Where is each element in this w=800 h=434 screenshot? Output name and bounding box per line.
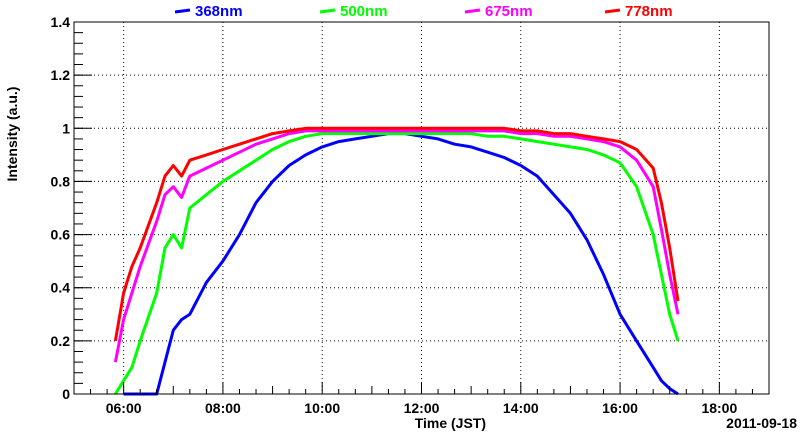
y-tick-label: 1	[62, 120, 70, 136]
y-axis-label: Intensity (a.u.)	[4, 87, 20, 182]
date-label: 2011-09-18	[726, 415, 797, 431]
legend-label: 368nm	[195, 3, 243, 20]
x-tick-label: 14:00	[503, 400, 539, 416]
x-tick-label: 10:00	[304, 400, 340, 416]
series-line-500nm	[114, 132, 680, 395]
legend: 368nm 500nm 675nm 778nm	[174, 3, 673, 20]
x-tick-label: 06:00	[106, 400, 142, 416]
y-tick-label: 0.6	[51, 227, 71, 243]
y-tick-label: 1.4	[51, 14, 71, 30]
y-tick-label: 0.8	[51, 173, 71, 189]
legend-swatch	[464, 8, 481, 14]
y-tick-label: 0.2	[51, 333, 71, 349]
legend-swatch	[604, 8, 621, 14]
legend-swatch	[174, 8, 191, 14]
series-line-368nm	[123, 132, 679, 396]
grid	[74, 21, 769, 395]
axis-ticks: 06:00 08:00 10:00 12:00 14:00 16:00 18:00 0 0.2 0…	[51, 14, 770, 416]
x-tick-label: 16:00	[602, 400, 638, 416]
x-tick-label: 12:00	[404, 400, 440, 416]
y-tick-label: 0.4	[51, 280, 71, 296]
series-line-778nm	[113, 126, 680, 342]
legend-label: 500nm	[340, 3, 388, 20]
y-tick-label: 0	[62, 386, 70, 402]
x-tick-label: 08:00	[205, 400, 241, 416]
legend-label: 778nm	[625, 3, 673, 20]
series-layer	[113, 126, 680, 396]
legend-label: 675nm	[485, 3, 533, 20]
x-tick-label: 18:00	[701, 400, 737, 416]
y-tick-label: 1.2	[51, 67, 71, 83]
legend-swatch	[319, 8, 336, 14]
series-line-675nm	[113, 129, 680, 363]
x-axis-label: Time (JST)	[415, 415, 486, 431]
